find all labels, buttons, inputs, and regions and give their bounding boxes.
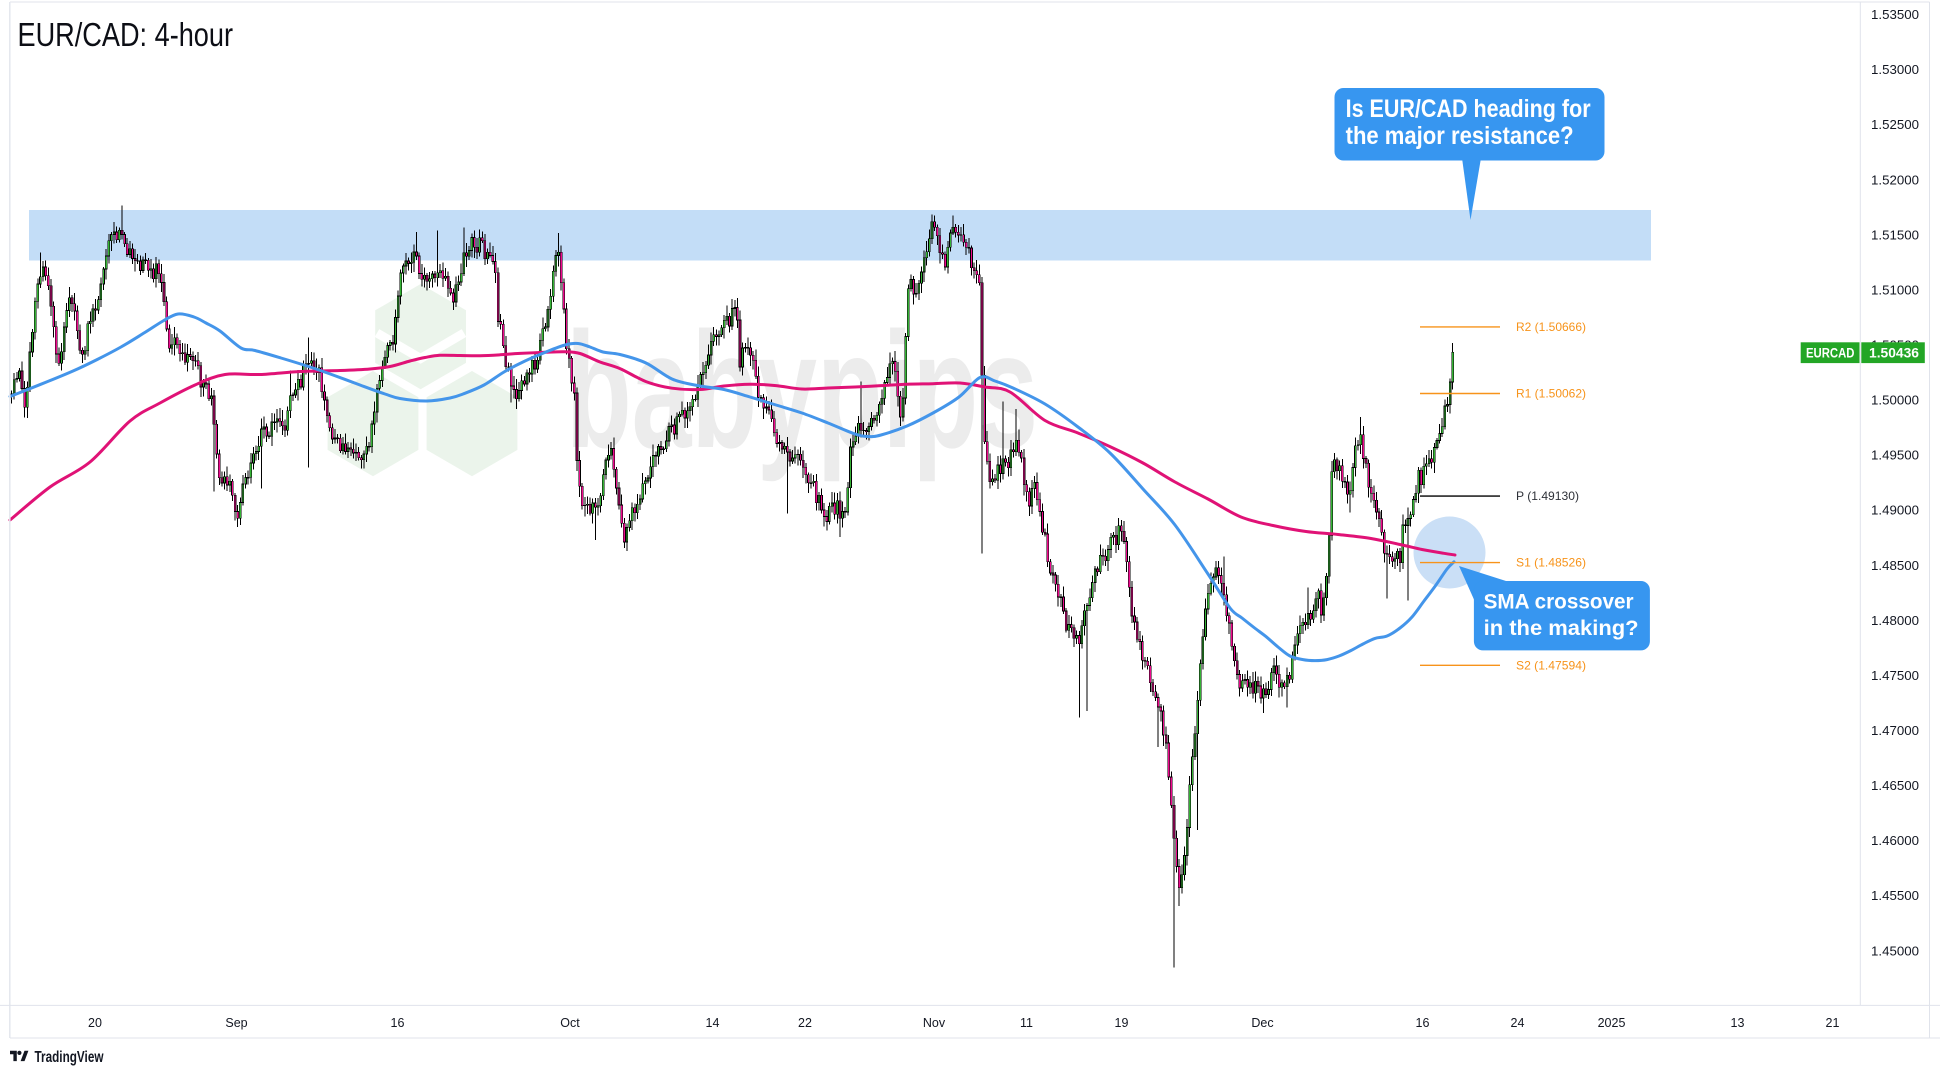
svg-text:S2 (1.47594): S2 (1.47594): [1516, 658, 1586, 672]
svg-text:13: 13: [1731, 1016, 1745, 1030]
svg-text:Sep: Sep: [225, 1016, 247, 1030]
svg-text:Is EUR/CAD heading for: Is EUR/CAD heading for: [1346, 95, 1591, 123]
svg-text:1.48500: 1.48500: [1871, 559, 1919, 573]
svg-text:16: 16: [1416, 1016, 1430, 1030]
svg-text:14: 14: [706, 1016, 720, 1030]
svg-text:11: 11: [1020, 1016, 1033, 1030]
svg-text:1.53000: 1.53000: [1871, 63, 1919, 77]
svg-text:Dec: Dec: [1251, 1016, 1273, 1030]
svg-text:R2 (1.50666): R2 (1.50666): [1516, 320, 1586, 334]
svg-text:1.50000: 1.50000: [1871, 394, 1919, 408]
svg-text:1.46000: 1.46000: [1871, 834, 1919, 848]
svg-text:2025: 2025: [1598, 1016, 1626, 1030]
svg-text:24: 24: [1511, 1016, 1525, 1030]
svg-text:EURCAD: EURCAD: [1806, 346, 1855, 361]
svg-text:S1 (1.48526): S1 (1.48526): [1516, 556, 1586, 570]
svg-text:TradingView: TradingView: [35, 1049, 105, 1066]
svg-text:1.50436: 1.50436: [1869, 346, 1919, 361]
svg-text:1.51500: 1.51500: [1871, 228, 1919, 242]
svg-text:1.52000: 1.52000: [1871, 173, 1919, 187]
svg-text:1.49500: 1.49500: [1871, 449, 1919, 463]
svg-text:20: 20: [88, 1016, 102, 1030]
svg-text:1.46500: 1.46500: [1871, 779, 1919, 793]
svg-text:1.53500: 1.53500: [1871, 8, 1919, 22]
svg-text:1.48000: 1.48000: [1871, 614, 1919, 628]
svg-text:the major resistance?: the major resistance?: [1346, 122, 1574, 150]
svg-text:16: 16: [391, 1016, 405, 1030]
svg-text:1.47500: 1.47500: [1871, 669, 1919, 683]
svg-text:R1 (1.50062): R1 (1.50062): [1516, 387, 1586, 401]
svg-text:P (1.49130): P (1.49130): [1516, 489, 1579, 503]
svg-text:1.51000: 1.51000: [1871, 283, 1919, 297]
svg-text:19: 19: [1115, 1016, 1129, 1030]
svg-text:22: 22: [798, 1016, 812, 1030]
svg-text:in the making?: in the making?: [1484, 617, 1639, 640]
svg-text:1.45500: 1.45500: [1871, 889, 1919, 903]
svg-text:1.47000: 1.47000: [1871, 724, 1919, 738]
svg-text:1.45000: 1.45000: [1871, 944, 1919, 958]
svg-text:21: 21: [1826, 1016, 1840, 1030]
svg-text:EUR/CAD: 4-hour: EUR/CAD: 4-hour: [18, 16, 234, 53]
svg-text:1.49000: 1.49000: [1871, 504, 1919, 518]
svg-text:1.52500: 1.52500: [1871, 118, 1919, 132]
svg-text:Nov: Nov: [923, 1016, 946, 1030]
svg-text:SMA crossover: SMA crossover: [1484, 591, 1634, 614]
svg-text:Oct: Oct: [560, 1016, 580, 1030]
